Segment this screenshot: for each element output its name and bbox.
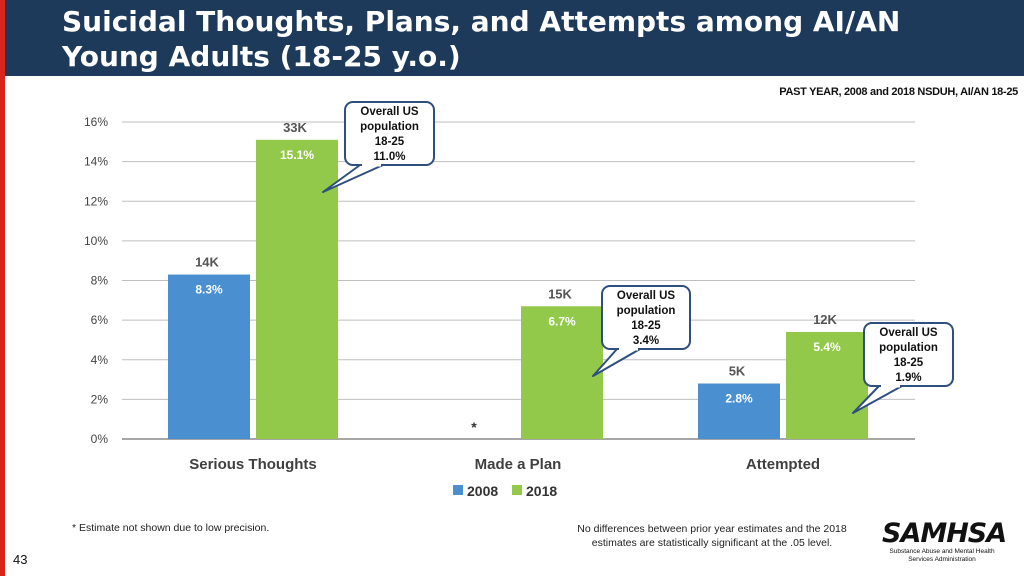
callout-text: Overall US [879,327,937,339]
title-bar [5,0,1024,76]
callout-text: 3.4% [633,335,659,347]
x-category-label: Made a Plan [475,456,562,473]
bar-2018 [521,306,603,439]
bar-value-label: 8.3% [195,283,223,297]
bar-count-label: 12K [813,312,837,327]
bar-value-label: 6.7% [548,314,576,328]
footnote-low-precision: * Estimate not shown due to low precisio… [72,522,270,534]
legend-label: 2008 [467,483,498,499]
bar-value-label: 15.1% [280,148,314,162]
bar-2008 [698,383,780,439]
y-tick-label: 14% [84,155,108,169]
callout-box [601,285,691,350]
bar-count-label: 15K [548,286,572,301]
callout-text: 1.9% [895,372,921,384]
legend-swatch-2008 [453,485,463,495]
logo-subtitle: Substance Abuse and Mental Health Servic… [889,548,995,563]
callout-text: 18-25 [894,357,924,369]
callout-text: 18-25 [631,320,661,332]
bar-value-label: 5.4% [813,340,841,354]
y-tick-label: 10% [84,234,108,248]
footnote-significance: No differences between prior year estima… [577,523,847,549]
bar-2008 [168,274,250,439]
page-title: Suicidal Thoughts, Plans, and Attempts a… [62,5,901,73]
y-tick-label: 0% [91,432,109,446]
legend-label: 2018 [526,483,557,499]
missing-estimate-marker: * [471,419,477,435]
x-category-label: Attempted [746,456,820,473]
y-tick-label: 12% [84,194,108,208]
page-number: 43 [13,552,28,567]
legend-swatch-2018 [512,485,522,495]
callout-text: 18-25 [375,136,405,148]
y-tick-label: 4% [91,353,109,367]
callout-text: Overall US [360,106,418,118]
bar-count-label: 33K [283,120,307,135]
callout-text: Overall US [617,290,675,302]
callout-text: population [360,121,419,133]
callout-text: population [879,342,938,354]
bar-2018 [256,139,338,440]
callout-text: 11.0% [374,151,406,163]
bar-value-label: 2.8% [725,392,753,406]
y-tick-label: 16% [84,115,108,129]
x-category-label: Serious Thoughts [189,456,317,473]
bar-count-label: 5K [729,364,746,379]
y-tick-label: 6% [91,313,109,327]
callout-box [344,101,435,166]
y-tick-label: 2% [91,392,109,406]
source-note: PAST YEAR, 2008 and 2018 NSDUH, AI/AN 18… [779,86,1018,98]
bar-2018 [786,332,868,439]
callout-box [863,322,954,387]
y-tick-label: 8% [91,274,109,288]
samhsa-logo: SAMHSA Substance Abuse and Mental Health… [882,518,1007,564]
callout-text: population [617,305,676,317]
logo-wordmark: SAMHSA [882,518,1007,549]
accent-bar [0,0,5,576]
bar-count-label: 14K [195,255,219,270]
